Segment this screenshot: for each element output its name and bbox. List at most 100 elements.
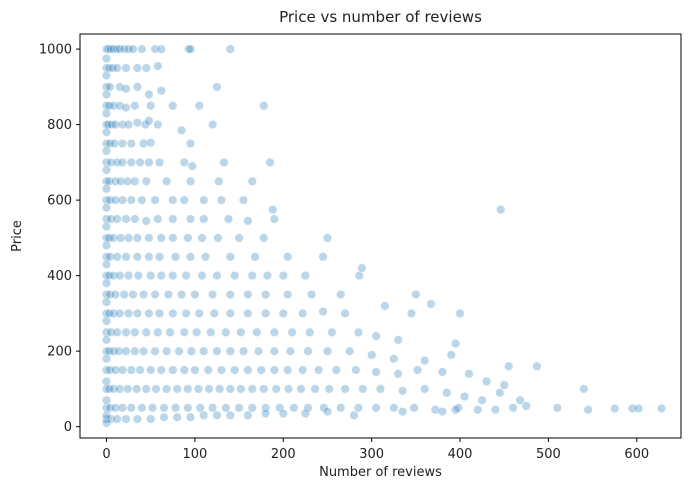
data-point	[140, 119, 150, 130]
data-point	[101, 82, 112, 92]
data-point	[283, 289, 293, 300]
data-point	[146, 138, 156, 148]
x-tick-label: 400	[448, 447, 473, 462]
data-point	[162, 384, 172, 394]
data-point	[177, 125, 187, 135]
data-point	[162, 176, 172, 186]
data-point	[464, 369, 474, 379]
y-tick-label: 0	[64, 420, 72, 435]
data-point	[310, 384, 320, 394]
data-point	[283, 365, 293, 375]
data-point	[380, 301, 390, 311]
data-point	[413, 365, 423, 375]
data-point	[610, 403, 620, 414]
data-point	[305, 327, 315, 337]
data-point	[101, 222, 112, 232]
data-point	[126, 365, 136, 375]
data-point	[126, 403, 136, 413]
data-point	[371, 367, 381, 377]
data-point	[154, 157, 165, 167]
data-point	[128, 44, 138, 54]
data-point	[532, 361, 542, 371]
data-point	[213, 233, 223, 243]
data-point	[190, 289, 200, 300]
data-point	[451, 339, 461, 349]
data-point	[552, 403, 562, 413]
data-point	[153, 327, 163, 337]
x-tick-label: 500	[536, 447, 561, 462]
data-point	[101, 176, 112, 186]
data-point	[121, 414, 131, 424]
data-point	[225, 289, 235, 300]
data-point	[190, 365, 200, 375]
data-point	[459, 391, 470, 402]
data-point	[101, 395, 112, 405]
y-tick-label: 200	[47, 345, 72, 360]
data-point	[154, 252, 165, 262]
data-point	[121, 252, 131, 262]
y-axis-label: Price	[10, 220, 25, 252]
data-point	[296, 384, 306, 394]
data-point	[144, 116, 154, 126]
data-point	[133, 271, 143, 281]
data-point	[168, 233, 178, 243]
data-point	[168, 308, 178, 319]
data-point	[141, 327, 151, 337]
data-point	[583, 405, 593, 415]
data-point	[208, 119, 218, 130]
data-point	[146, 414, 156, 424]
points-layer	[101, 44, 667, 428]
data-point	[130, 214, 140, 224]
data-point	[101, 289, 112, 300]
data-point	[101, 316, 112, 326]
data-point	[194, 101, 204, 111]
data-point	[268, 205, 278, 215]
data-point	[289, 403, 299, 413]
data-point	[112, 327, 122, 337]
data-point	[177, 289, 187, 300]
x-tick-label: 600	[624, 447, 649, 462]
data-point	[212, 271, 222, 281]
data-point	[132, 118, 142, 128]
data-point	[437, 367, 448, 377]
data-point	[110, 119, 120, 130]
y-tick-label: 400	[47, 269, 72, 284]
data-point	[101, 278, 112, 288]
data-point	[430, 405, 440, 415]
data-point	[393, 335, 403, 345]
data-point	[259, 233, 269, 243]
data-point	[420, 356, 430, 366]
data-point	[168, 365, 178, 375]
data-point	[168, 214, 178, 224]
data-point	[121, 63, 131, 73]
data-point	[101, 184, 112, 194]
x-axis-label: Number of reviews	[319, 465, 442, 480]
data-point	[247, 403, 257, 413]
data-point	[105, 195, 115, 205]
data-point	[221, 327, 231, 337]
data-point	[225, 410, 235, 420]
data-point	[170, 403, 181, 413]
data-point	[112, 157, 122, 167]
data-point	[234, 233, 244, 243]
data-point	[354, 271, 364, 281]
data-point	[473, 405, 483, 415]
data-point	[101, 365, 112, 375]
data-point	[110, 365, 120, 375]
data-point	[247, 176, 257, 186]
data-point	[126, 138, 136, 149]
data-point	[252, 327, 262, 337]
data-point	[101, 89, 112, 99]
data-point	[153, 214, 163, 224]
data-point	[101, 335, 112, 345]
data-point	[225, 44, 235, 54]
data-point	[101, 165, 112, 175]
data-point	[101, 346, 112, 356]
data-point	[185, 176, 196, 186]
data-point	[278, 408, 288, 419]
data-point	[156, 233, 166, 243]
data-point	[437, 407, 448, 417]
data-point	[162, 346, 172, 356]
